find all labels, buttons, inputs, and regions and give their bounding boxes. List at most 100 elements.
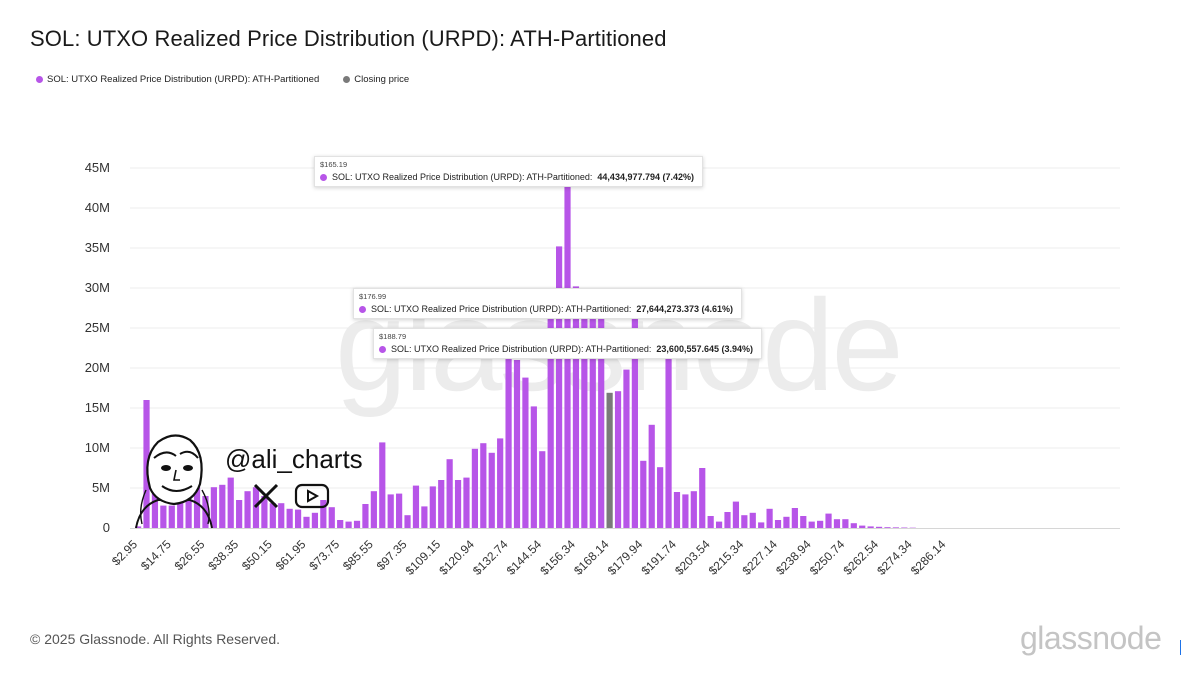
bar [892,527,899,528]
bar [859,525,866,528]
x-tick-label: $85.55 [340,537,376,573]
bar [699,468,706,528]
bar [412,485,420,528]
bar [513,360,521,528]
tooltip-dot [320,173,327,181]
bar [690,491,697,528]
x-tick-label: $14.75 [138,537,174,573]
bar [825,513,832,528]
closing-price-bar [606,392,613,528]
bar [396,493,403,528]
bar [850,523,857,528]
bar [219,484,226,528]
bar [345,521,352,528]
bar [539,451,546,528]
y-tick-label: 45M [85,160,110,175]
y-tick-label: 20M [85,360,110,375]
bar [724,512,731,528]
youtube-logo-icon [294,483,330,509]
bar [151,489,159,528]
x-tick-label: $191.74 [638,537,679,578]
bar [842,519,849,528]
bar [884,527,891,528]
bar [311,512,319,528]
y-tick-label: 10M [85,440,110,455]
tooltip-165: $165.19 SOL: UTXO Realized Price Distrib… [314,156,703,187]
bar [328,507,335,528]
bar [505,349,512,528]
bar [463,477,470,528]
y-tick-label: 5M [92,480,110,495]
legend-label-closing-price: Closing price [354,74,410,85]
bar [362,504,369,528]
tooltip-dot [379,345,386,353]
tooltip-value: 23,600,557.645 (3.94%) [656,344,753,354]
bar [244,491,251,528]
y-tick-label: 25M [85,320,110,335]
x-tick-label: $61.95 [273,537,309,573]
bar [294,509,302,528]
bar [817,520,824,528]
chart-title: SOL: UTXO Realized Price Distribution (U… [30,26,667,51]
y-tick-label: 35M [85,240,110,255]
glassnode-logo: glassnode [1020,620,1162,656]
bar [749,512,756,528]
x-tick-label: $215.34 [706,537,747,578]
legend-label-urpd: SOL: UTXO Realized Price Distribution (U… [47,74,320,85]
bar [648,424,655,528]
author-handle: @ali_charts [225,444,363,474]
bar [673,492,681,528]
bar [278,503,285,528]
bar [774,520,782,528]
x-tick-label: $144.54 [504,537,545,578]
bar [808,521,815,528]
bar [598,296,605,528]
x-tick-label: $179.94 [605,537,646,578]
x-tick-label: $50.15 [239,537,275,573]
x-tick-label: $168.14 [571,537,612,578]
tooltip-188: $188.79 SOL: UTXO Realized Price Distrib… [373,328,762,359]
legend-item-closing-price[interactable]: Closing price [343,74,409,85]
x-tick-label: $109.15 [403,537,444,578]
bar [875,526,883,528]
bar [758,522,765,528]
y-tick-label: 40M [85,200,110,215]
bar [581,303,588,528]
bar [261,496,268,528]
tooltip-price: $188.79 [379,332,407,341]
bar [766,508,773,528]
legend-item-urpd[interactable]: SOL: UTXO Realized Price Distribution (U… [36,74,319,85]
bar [210,487,217,528]
x-tick-label: $262.54 [841,537,882,578]
bar [286,508,293,528]
bar [833,519,841,528]
bar [303,516,310,528]
bar [236,500,243,528]
tooltip-series: SOL: UTXO Realized Price Distribution (U… [371,304,632,314]
bar [404,515,411,528]
bar [522,377,529,528]
bar [429,486,436,528]
bar [168,505,175,528]
bar [614,391,622,528]
bar [547,308,554,528]
bar [497,438,504,528]
bar [623,369,630,528]
bar [657,467,664,528]
x-tick-label: $73.75 [306,537,342,573]
bar [193,487,201,528]
x-tick-label: $38.35 [205,537,241,573]
tooltip-series: SOL: UTXO Realized Price Distribution (U… [332,172,593,182]
bar [572,286,580,528]
x-tick-label: $132.74 [470,537,511,578]
bar [715,521,723,528]
bar [143,400,150,528]
bar [732,501,740,528]
author-avatar-icon [135,434,213,529]
bar [631,307,638,528]
brand-accent-bar [1180,640,1181,655]
bar [269,503,276,528]
legend-dot-urpd [36,76,43,83]
bar [783,516,790,528]
